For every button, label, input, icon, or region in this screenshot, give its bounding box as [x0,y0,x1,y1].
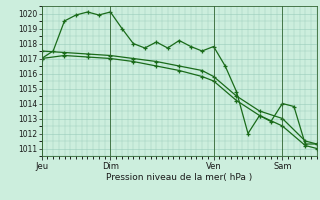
X-axis label: Pression niveau de la mer( hPa ): Pression niveau de la mer( hPa ) [106,173,252,182]
